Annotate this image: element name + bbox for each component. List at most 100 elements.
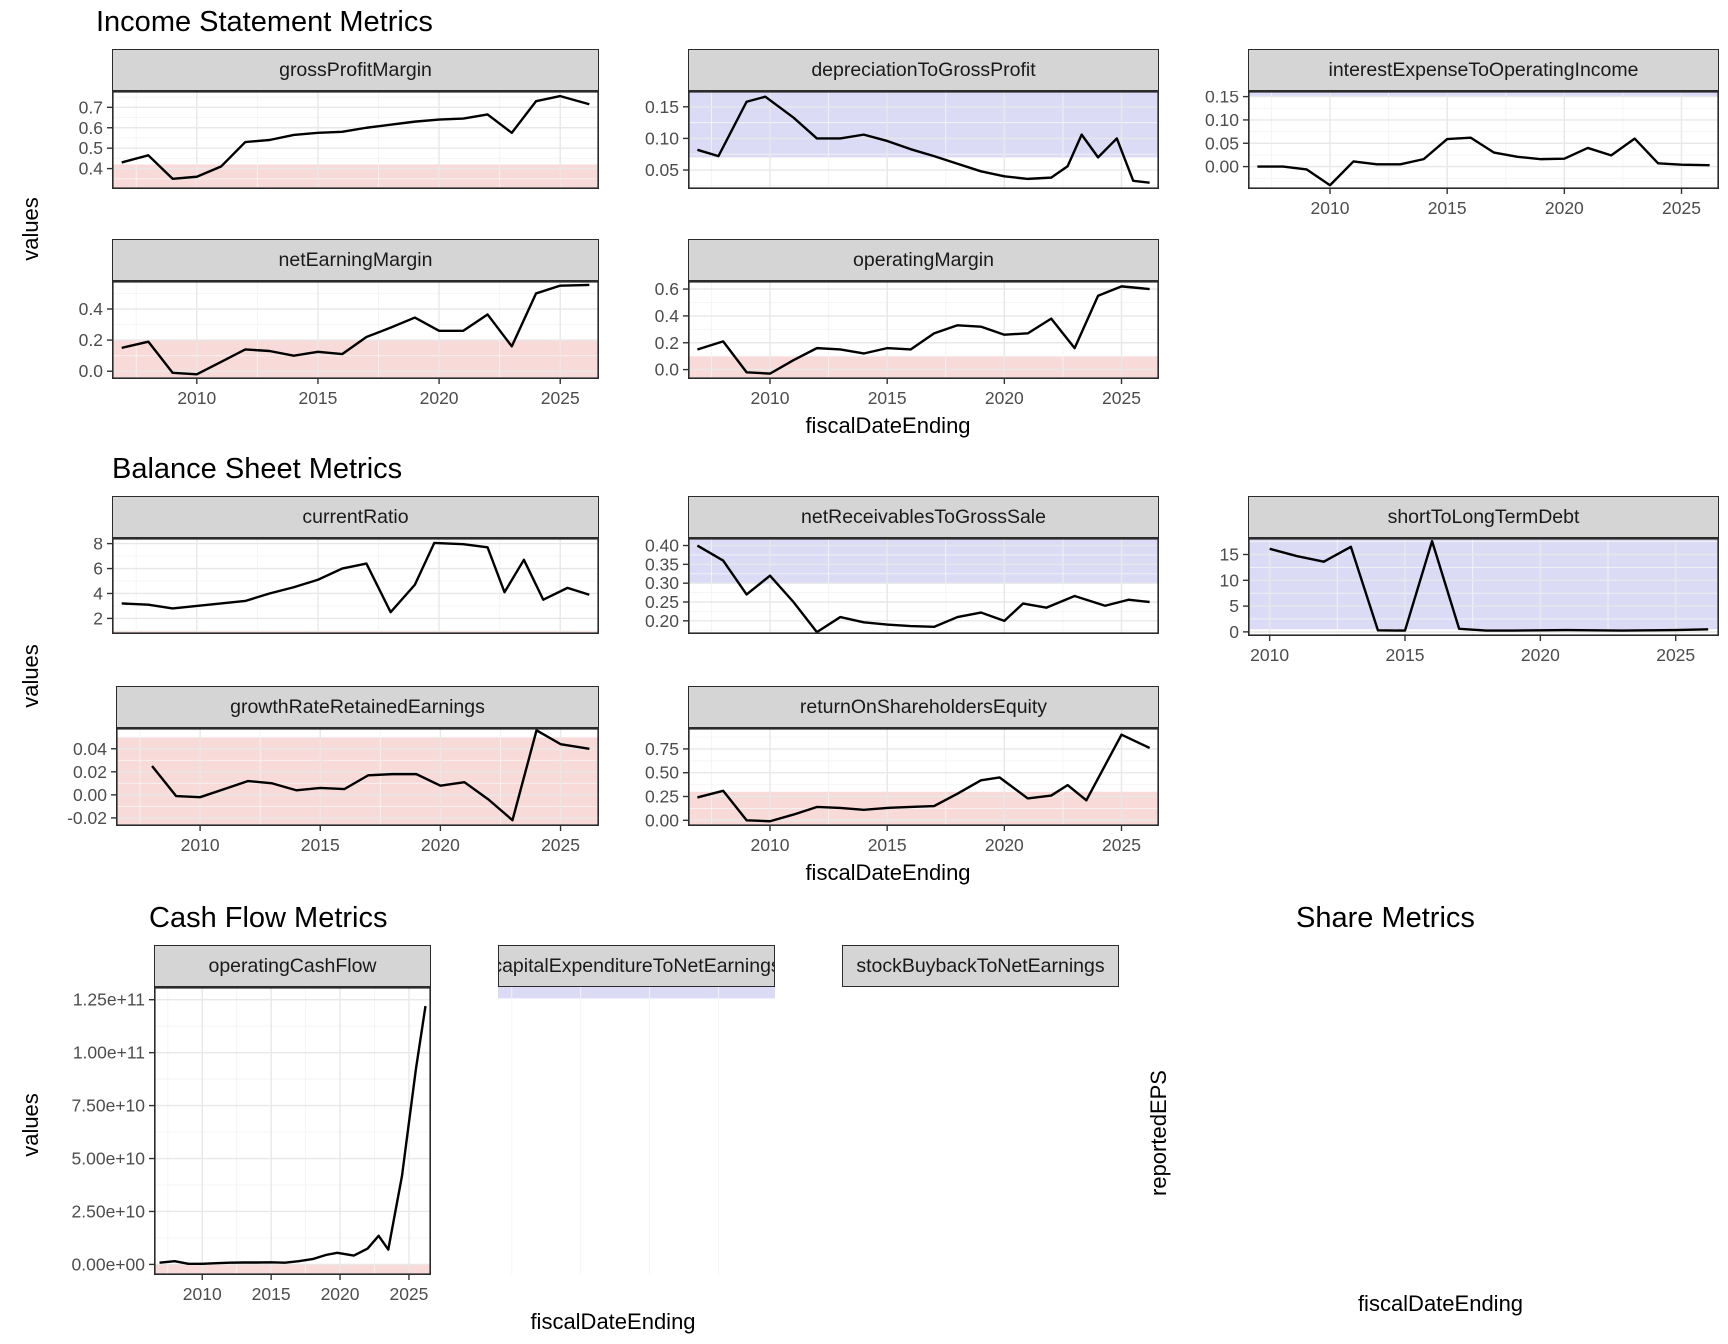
svg-text:0.35: 0.35 <box>645 554 679 574</box>
balance-y-axis-title: values <box>18 644 43 708</box>
svg-text:2025: 2025 <box>1102 388 1141 408</box>
share-chart-area: reportedEPS <box>1146 979 1726 1287</box>
facet-shortToLongTermDebt: shortToLongTermDebt 0 5 10 15 2010 2015 2020 20… <box>1174 496 1722 666</box>
svg-text:0.5: 0.5 <box>79 138 103 158</box>
svg-text:0.02: 0.02 <box>73 762 107 782</box>
svg-text:0.0: 0.0 <box>655 360 680 380</box>
income-x-axis-title: fiscalDateEnding <box>805 413 971 438</box>
svg-text:0.10: 0.10 <box>1205 110 1239 130</box>
svg-text:0.6: 0.6 <box>655 281 679 299</box>
svg-text:0.7: 0.7 <box>79 97 103 117</box>
svg-text:2020: 2020 <box>1545 198 1584 218</box>
interestExpenseToOperatingIncome-chart: 0.00 0.05 0.10 0.15 2010 2015 2020 2025 <box>1205 91 1719 218</box>
facet-operatingMargin: operatingMargin 0.0 0.2 0.4 0.6 2010 2015 2020… <box>614 239 1162 409</box>
svg-text:2015: 2015 <box>1428 198 1467 218</box>
svg-text:5.00e+10: 5.00e+10 <box>72 1149 146 1169</box>
svg-text:0.00e+00: 0.00e+00 <box>72 1254 146 1274</box>
svg-text:0: 0 <box>1229 622 1239 642</box>
facet-interestExpenseToOperatingIncome: interestExpenseToOperatingIncome 0.00 0.0… <box>1174 49 1722 219</box>
svg-text:0.00: 0.00 <box>1205 157 1239 177</box>
svg-text:0.20: 0.20 <box>645 611 679 631</box>
svg-text:2015: 2015 <box>1386 645 1425 665</box>
svg-text:0.4: 0.4 <box>79 299 104 319</box>
empty-cell <box>1174 686 1722 856</box>
facet-strip: returnOnShareholdersEquity <box>688 686 1159 728</box>
facet-depreciationToGrossProfit: depreciationToGrossProfit 0.05 0.10 0.15 <box>614 49 1162 191</box>
svg-text:2010: 2010 <box>177 388 216 408</box>
svg-text:8: 8 <box>93 538 103 554</box>
share-section: Share Metrics reportedEPS fiscalDateEndi… <box>1146 902 1726 1335</box>
growthRateRetainedEarnings-chart: -0.02 0.00 0.02 0.04 2010 2015 2020 2025 <box>67 728 599 855</box>
empty-cell <box>1174 239 1722 409</box>
reportedEPS-chart <box>1168 979 1713 1287</box>
cashflow-y-axis-title: values <box>18 1093 43 1157</box>
svg-text:2020: 2020 <box>985 835 1024 855</box>
facet-growthRateRetainedEarnings: growthRateRetainedEarnings -0.02 0.00 0.02… <box>54 686 602 856</box>
svg-text:2: 2 <box>93 608 103 628</box>
svg-text:2020: 2020 <box>420 388 459 408</box>
share-y-axis-title: reportedEPS <box>1146 1070 1171 1196</box>
svg-text:0.05: 0.05 <box>645 160 679 180</box>
svg-text:2015: 2015 <box>252 1284 291 1304</box>
svg-text:2025: 2025 <box>1662 198 1701 218</box>
shortToLongTermDebt-chart: 0 5 10 15 2010 2015 2020 2025 <box>1220 538 1719 665</box>
svg-text:0.2: 0.2 <box>79 330 103 350</box>
cashflow-chart-area: values operatingCashFlow 0.00e+00 2.50e+1… <box>14 945 1146 1305</box>
svg-text:7.50e+10: 7.50e+10 <box>72 1096 146 1116</box>
svg-text:0.6: 0.6 <box>79 118 103 138</box>
facet-currentRatio: currentRatio 2 4 6 8 <box>54 496 602 636</box>
svg-text:0.00: 0.00 <box>645 810 679 830</box>
income-section: Income Statement Metrics values grossPro… <box>14 6 1728 439</box>
netEarningMargin-chart: 0.0 0.2 0.4 2010 2015 2020 2025 <box>79 281 599 408</box>
svg-text:0.50: 0.50 <box>645 763 679 783</box>
svg-text:0.04: 0.04 <box>73 739 107 759</box>
svg-text:0.25: 0.25 <box>645 592 679 612</box>
svg-text:2010: 2010 <box>183 1284 222 1304</box>
facet-strip: stockBuybackToNetEarnings <box>842 945 1119 987</box>
svg-text:2020: 2020 <box>985 388 1024 408</box>
svg-text:2025: 2025 <box>389 1284 428 1304</box>
svg-text:6: 6 <box>93 559 103 579</box>
balance-facet-grid: currentRatio 2 4 6 8 netReceivablesToGrossS… <box>54 496 1728 856</box>
balance-x-axis-title: fiscalDateEnding <box>805 860 971 885</box>
svg-text:2020: 2020 <box>321 1284 360 1304</box>
facet-strip: interestExpenseToOperatingIncome <box>1248 49 1719 91</box>
facet-strip: capitalExpenditureToNetEarnings <box>498 945 775 987</box>
svg-text:10: 10 <box>1220 570 1240 590</box>
svg-text:0.4: 0.4 <box>655 306 680 326</box>
balance-chart-area: values currentRatio 2 4 6 8 netReceivablesT… <box>14 496 1728 856</box>
svg-text:0.15: 0.15 <box>645 97 679 117</box>
svg-text:4: 4 <box>93 583 103 603</box>
svg-text:0.0: 0.0 <box>79 361 104 381</box>
svg-text:2025: 2025 <box>541 835 580 855</box>
svg-text:2010: 2010 <box>1311 198 1350 218</box>
svg-text:0.30: 0.30 <box>645 573 679 593</box>
income-chart-area: values grossProfitMargin 0.4 0.5 0.6 0.7 de… <box>14 49 1728 409</box>
facet-netReceivablesToGrossSale: netReceivablesToGrossSale 0.20 0.25 0.30 0.… <box>614 496 1162 636</box>
svg-text:0.2: 0.2 <box>655 333 679 353</box>
facet-strip: grossProfitMargin <box>112 49 599 91</box>
facet-operatingCashFlow: operatingCashFlow 0.00e+00 2.50e+10 5.00e+… <box>54 945 434 1305</box>
facet-strip: depreciationToGrossProfit <box>688 49 1159 91</box>
svg-text:2.50e+10: 2.50e+10 <box>72 1201 146 1221</box>
svg-text:2010: 2010 <box>751 388 790 408</box>
facet-strip: netEarningMargin <box>112 239 599 281</box>
returnOnShareholdersEquity-chart: 0.00 0.25 0.50 0.75 2010 2015 2020 2025 <box>645 728 1159 855</box>
facet-strip: growthRateRetainedEarnings <box>116 686 599 728</box>
svg-text:2010: 2010 <box>751 835 790 855</box>
facet-strip: currentRatio <box>112 496 599 538</box>
svg-text:2015: 2015 <box>298 388 337 408</box>
income-y-axis-title: values <box>18 197 43 261</box>
cashflow-facet-grid: operatingCashFlow 0.00e+00 2.50e+10 5.00e+… <box>54 945 1146 1305</box>
operatingMargin-chart: 0.0 0.2 0.4 0.6 2010 2015 2020 2025 <box>655 281 1159 408</box>
capitalExpenditureToNetEarnings-chart <box>498 987 775 1275</box>
svg-text:2025: 2025 <box>1656 645 1695 665</box>
bottom-row: Cash Flow Metrics values operatingCashFl… <box>14 902 1728 1344</box>
svg-text:1.00e+11: 1.00e+11 <box>73 1043 145 1063</box>
depreciationToGrossProfit-chart: 0.05 0.10 0.15 <box>645 91 1159 190</box>
facet-strip: operatingMargin <box>688 239 1159 281</box>
svg-text:2010: 2010 <box>1250 645 1289 665</box>
svg-text:1.25e+11: 1.25e+11 <box>73 990 145 1010</box>
svg-text:2025: 2025 <box>1102 835 1141 855</box>
svg-text:2010: 2010 <box>181 835 220 855</box>
